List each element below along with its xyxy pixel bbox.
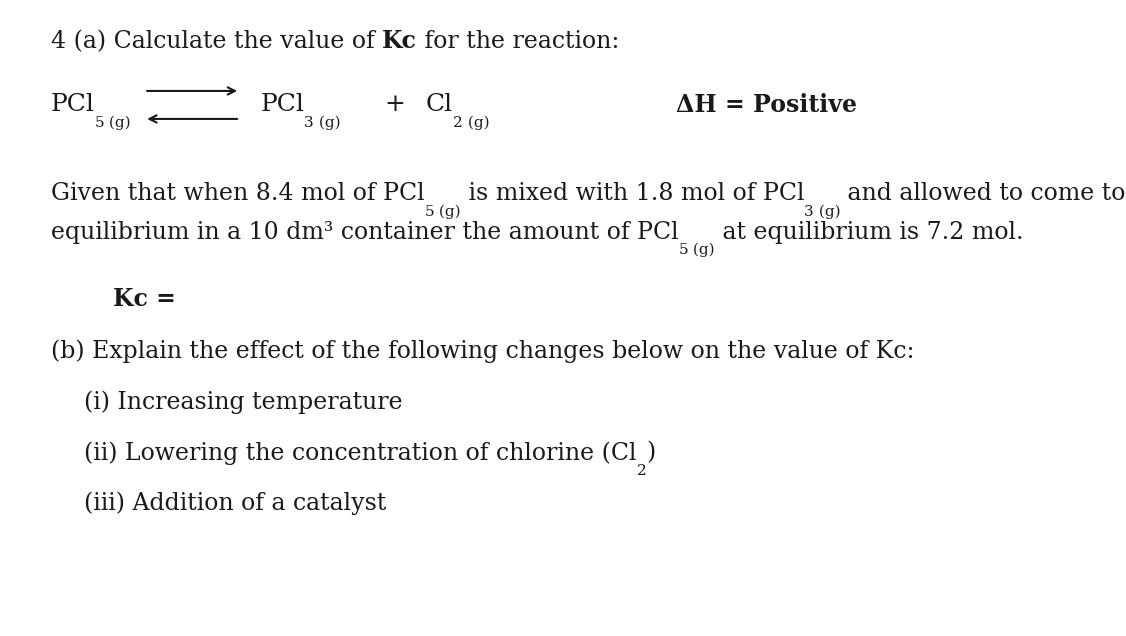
- Text: (g): (g): [688, 243, 715, 257]
- Text: (g): (g): [434, 205, 461, 219]
- Text: 5: 5: [678, 243, 688, 257]
- Text: +: +: [360, 93, 405, 116]
- Text: (g): (g): [314, 116, 340, 130]
- Text: (g): (g): [463, 116, 490, 130]
- Text: (b) Explain the effect of the following changes below on the value of Kc:: (b) Explain the effect of the following …: [51, 340, 914, 363]
- Text: (g): (g): [814, 205, 840, 219]
- Text: Cl: Cl: [426, 93, 453, 116]
- Text: ΔH = Positive: ΔH = Positive: [676, 93, 857, 117]
- Text: 5: 5: [425, 205, 434, 219]
- Text: 4 (a) Calculate the value of: 4 (a) Calculate the value of: [51, 30, 382, 53]
- Text: 2: 2: [637, 464, 646, 478]
- Text: PCl: PCl: [51, 93, 95, 116]
- Text: 5: 5: [95, 116, 105, 130]
- Text: at equilibrium is 7.2 mol.: at equilibrium is 7.2 mol.: [715, 221, 1024, 244]
- Text: Given that when 8.4 mol of PCl: Given that when 8.4 mol of PCl: [51, 183, 425, 205]
- Text: is mixed with 1.8 mol of PCl: is mixed with 1.8 mol of PCl: [461, 183, 804, 205]
- Text: for the reaction:: for the reaction:: [417, 30, 619, 53]
- Text: Kc =: Kc =: [113, 287, 176, 311]
- Text: ): ): [646, 441, 656, 464]
- Text: Kc: Kc: [382, 29, 417, 53]
- Text: (i) Increasing temperature: (i) Increasing temperature: [84, 391, 403, 413]
- Text: 2: 2: [453, 116, 463, 130]
- Text: PCl: PCl: [260, 93, 304, 116]
- Text: and allowed to come to: and allowed to come to: [840, 183, 1126, 205]
- Text: (iii) Addition of a catalyst: (iii) Addition of a catalyst: [84, 492, 387, 515]
- Text: 3: 3: [304, 116, 314, 130]
- Text: (g): (g): [105, 116, 131, 130]
- Text: 3: 3: [804, 205, 814, 219]
- Text: (ii) Lowering the concentration of chlorine (Cl: (ii) Lowering the concentration of chlor…: [84, 441, 637, 464]
- Text: equilibrium in a 10 dm³ container the amount of PCl: equilibrium in a 10 dm³ container the am…: [51, 221, 678, 244]
